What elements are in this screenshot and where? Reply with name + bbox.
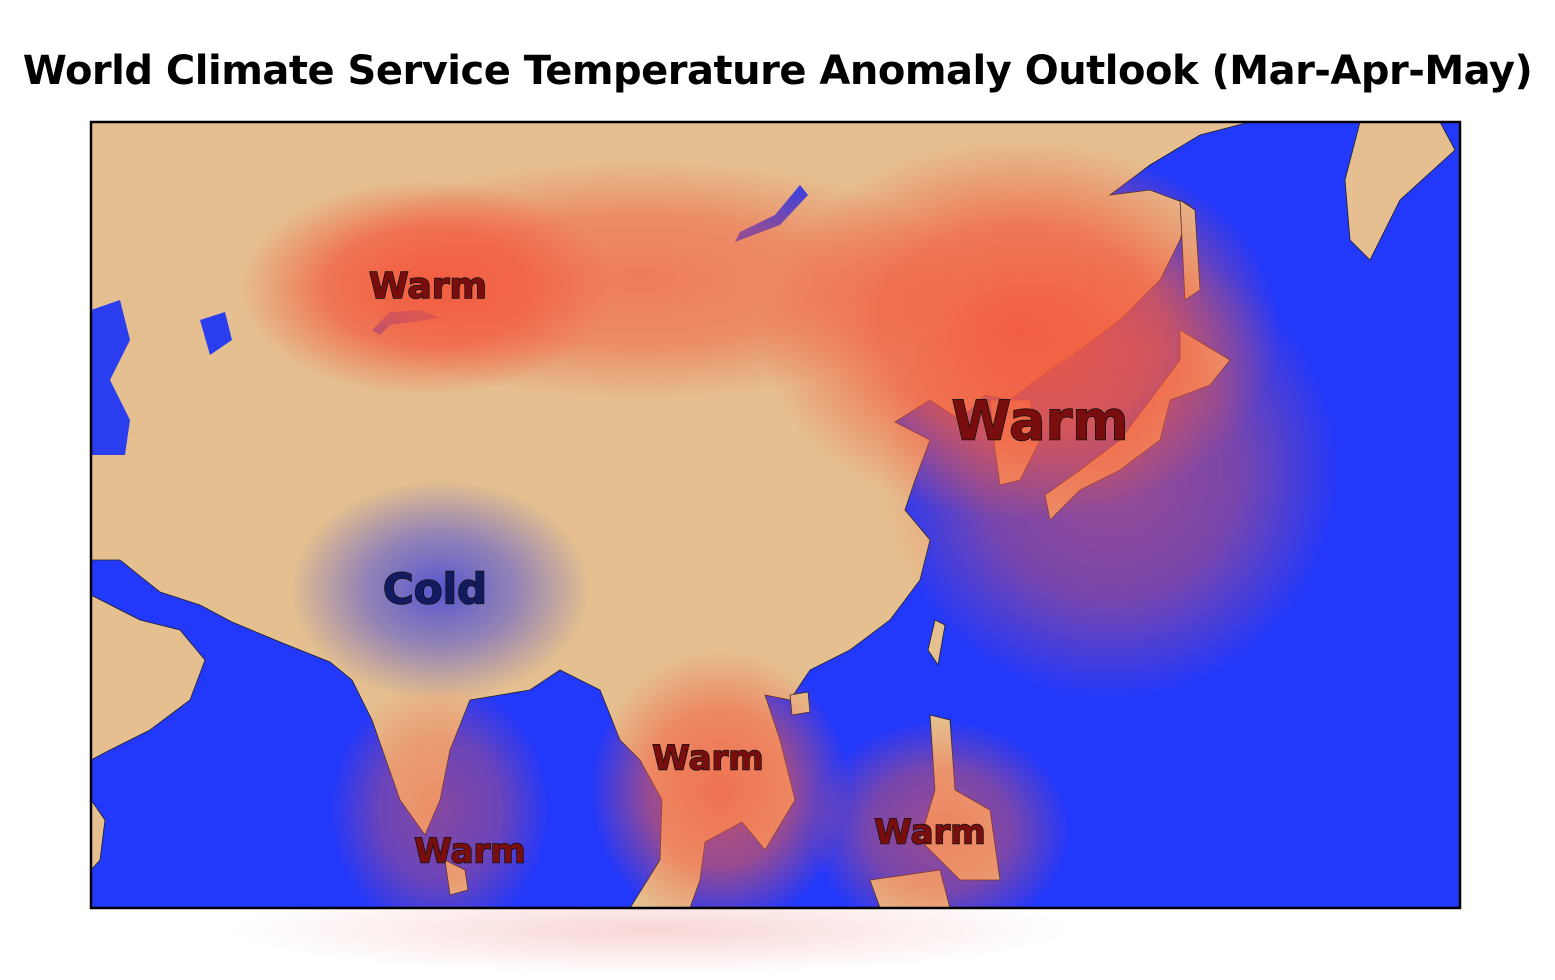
anomaly-label: Warm [874,813,985,853]
anomaly-label: Warm [652,739,763,779]
anomaly-label: Warm [952,390,1129,453]
cold-anomaly [290,480,590,700]
map-body [91,122,1460,908]
kamchatka [1344,122,1456,261]
warm-anomaly [330,680,550,908]
caspian [91,300,130,455]
warm-anomaly [880,240,1340,700]
africa-horn [91,799,106,871]
warm-anomaly [810,720,1070,908]
map-title: World Climate Service Temperature Anomal… [22,48,1533,94]
anomaly-label: Cold [383,565,487,614]
anomaly-label: Warm [369,266,487,307]
warm-anomaly [310,160,970,400]
aral [200,312,232,355]
arabia [91,594,206,761]
anomaly-label: Warm [414,832,525,872]
map-frame [89,120,1462,910]
warm-anomaly [590,650,850,908]
